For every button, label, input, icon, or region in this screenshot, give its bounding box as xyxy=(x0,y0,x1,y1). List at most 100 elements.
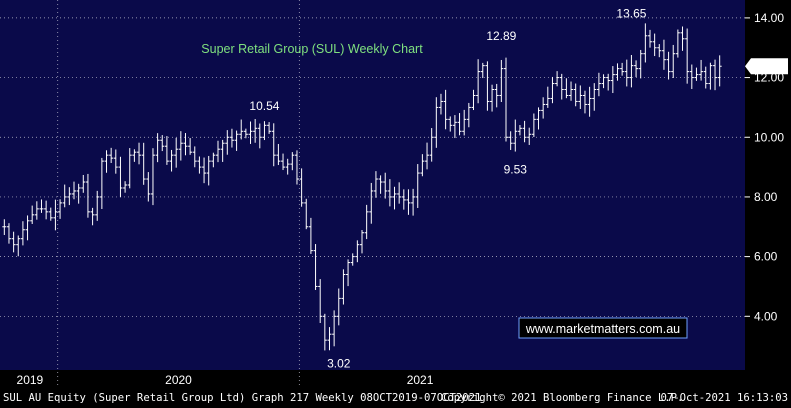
weekly-bar xyxy=(517,125,522,136)
weekly-bar xyxy=(457,113,462,136)
weekly-bar xyxy=(429,128,434,162)
weekly-bar xyxy=(20,221,25,246)
weekly-bar xyxy=(545,86,550,108)
weekly-bar xyxy=(146,172,151,202)
weekly-bar xyxy=(48,207,53,221)
weekly-bar xyxy=(531,113,536,137)
weekly-bar xyxy=(392,186,397,210)
weekly-bar xyxy=(123,181,128,193)
weekly-bar xyxy=(425,142,430,170)
weekly-bar xyxy=(137,142,142,165)
weekly-bar xyxy=(550,76,555,104)
weekly-bar xyxy=(513,119,518,152)
weekly-bar xyxy=(2,219,7,236)
y-tick-label: 8.00 xyxy=(754,190,778,204)
weekly-bar xyxy=(508,131,513,150)
price-annotations: 10.54 3.02 12.89 9.53 13.65 xyxy=(249,6,646,370)
weekly-bar xyxy=(601,74,606,89)
x-year-label: 2019 xyxy=(17,373,44,387)
weekly-bar xyxy=(373,171,378,198)
weekly-bar xyxy=(155,133,160,163)
weekly-bar xyxy=(638,49,643,79)
weekly-bar xyxy=(610,66,615,94)
weekly-bar xyxy=(239,119,244,140)
weekly-bar xyxy=(95,190,100,221)
weekly-bar xyxy=(420,154,425,177)
weekly-bar xyxy=(16,235,21,257)
weekly-bar xyxy=(615,63,620,81)
weekly-bar xyxy=(58,199,63,219)
price-tag-text: 12.38 xyxy=(753,59,783,73)
weekly-bar xyxy=(355,240,360,263)
weekly-bar xyxy=(206,155,211,186)
weekly-bar xyxy=(350,253,355,266)
weekly-bar xyxy=(564,78,569,99)
annotation-label: 9.53 xyxy=(504,162,528,176)
weekly-bar xyxy=(671,44,676,79)
weekly-bar xyxy=(592,83,597,111)
weekly-bar xyxy=(76,183,81,204)
weekly-bar xyxy=(225,130,230,155)
weekly-bar xyxy=(369,182,374,224)
weekly-bar xyxy=(169,149,174,172)
weekly-bar xyxy=(341,269,346,305)
weekly-bar xyxy=(34,201,39,220)
weekly-bar xyxy=(253,119,258,143)
weekly-bar xyxy=(290,152,295,171)
footer-security-info: SUL AU Equity (Super Retail Group Ltd) G… xyxy=(3,392,482,404)
weekly-bar xyxy=(596,72,601,97)
weekly-bar xyxy=(471,89,476,111)
annotation-label: 3.02 xyxy=(327,357,351,371)
weekly-bar xyxy=(127,148,132,189)
weekly-bar xyxy=(448,116,453,132)
weekly-bar xyxy=(192,146,197,168)
weekly-bar xyxy=(336,288,341,326)
weekly-bar xyxy=(109,147,114,163)
weekly-bar xyxy=(39,199,44,213)
weekly-bar xyxy=(202,157,207,184)
watermark-text: www.marketmatters.com.au xyxy=(525,322,680,336)
weekly-bar xyxy=(713,59,718,91)
weekly-bar xyxy=(634,60,639,78)
weekly-bar xyxy=(443,89,448,130)
weekly-bar xyxy=(689,64,694,89)
weekly-bar xyxy=(229,128,234,148)
weekly-bar xyxy=(44,200,49,220)
weekly-bar xyxy=(308,217,313,254)
plot-area xyxy=(0,0,745,370)
footer-timestamp: 07-Oct-2021 16:13:03 xyxy=(660,392,788,404)
weekly-bar xyxy=(504,57,508,142)
weekly-bar xyxy=(299,168,304,207)
y-tick-label: 4.00 xyxy=(754,309,778,323)
weekly-bar xyxy=(294,150,299,185)
weekly-bar xyxy=(462,109,467,136)
annotation-label: 13.65 xyxy=(616,6,646,20)
weekly-bar xyxy=(490,84,495,112)
weekly-bar xyxy=(643,23,648,63)
weekly-bar xyxy=(216,140,220,163)
weekly-bar xyxy=(188,138,193,155)
weekly-bar xyxy=(411,188,416,216)
weekly-bar xyxy=(364,204,369,240)
weekly-bar xyxy=(522,120,527,143)
chart-title: Super Retail Group (SUL) Weekly Chart xyxy=(201,42,423,56)
weekly-bar xyxy=(578,85,583,109)
weekly-bar xyxy=(118,156,123,198)
weekly-bar xyxy=(587,86,592,117)
x-year-label: 2021 xyxy=(407,373,434,387)
weekly-bar xyxy=(174,137,179,168)
x-year-label: 2020 xyxy=(165,373,192,387)
weekly-bar xyxy=(104,150,109,173)
x-axis-band xyxy=(0,370,745,388)
weekly-bar xyxy=(499,59,504,103)
weekly-bar xyxy=(629,55,634,88)
watermark-box: www.marketmatters.com.au xyxy=(518,317,688,339)
weekly-bar xyxy=(466,102,471,128)
weekly-bar xyxy=(85,173,90,218)
weekly-bar xyxy=(211,152,216,168)
weekly-bar xyxy=(536,107,541,130)
weekly-bar xyxy=(360,230,364,254)
x-axis-year-labels: 2019 2020 2021 xyxy=(17,373,434,387)
weekly-bar xyxy=(327,327,332,351)
weekly-bar xyxy=(401,189,406,210)
